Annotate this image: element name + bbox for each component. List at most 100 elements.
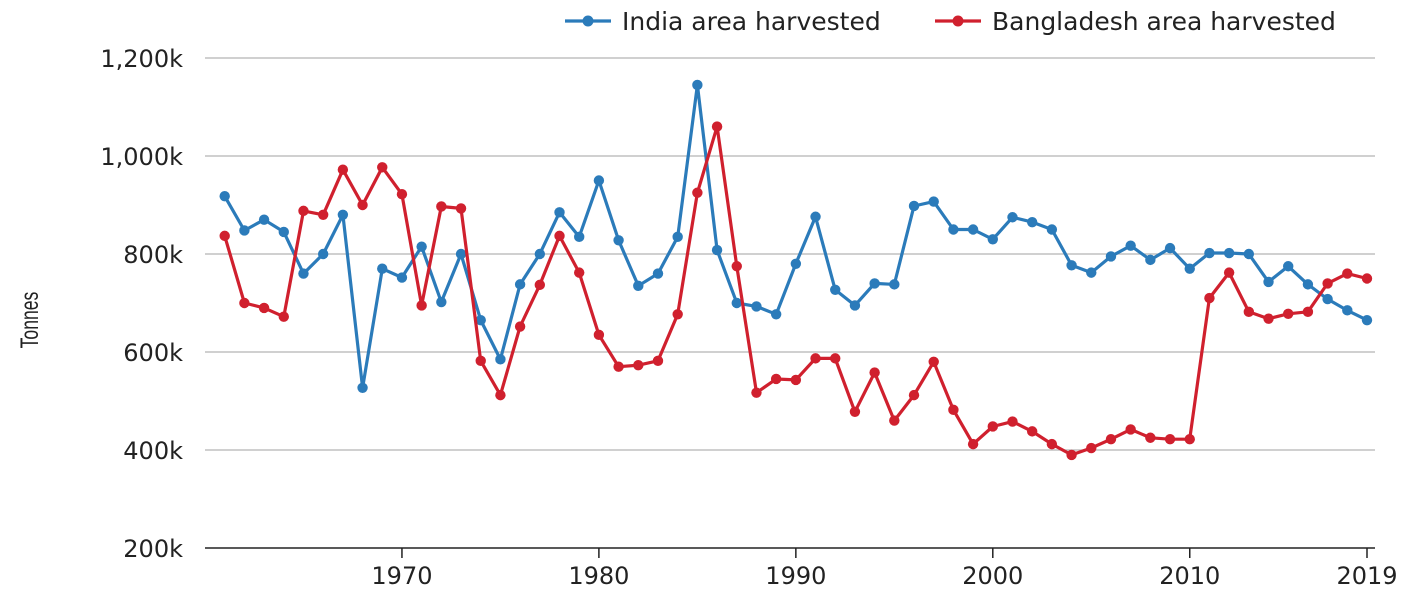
y-tick-label: 1,000k xyxy=(100,143,183,171)
data-point xyxy=(889,279,900,290)
data-point xyxy=(711,121,723,132)
data-point xyxy=(239,225,250,236)
data-point xyxy=(554,230,565,242)
data-point xyxy=(337,164,349,175)
data-point xyxy=(337,209,349,220)
x-tick-label: 2000 xyxy=(962,562,1023,590)
data-point xyxy=(830,353,841,364)
data-point xyxy=(455,203,467,214)
data-point xyxy=(514,321,526,332)
data-point xyxy=(731,297,742,309)
data-point xyxy=(1361,314,1373,326)
data-point xyxy=(396,189,408,200)
data-point xyxy=(357,382,368,393)
data-point xyxy=(1164,242,1176,254)
data-point xyxy=(416,300,427,311)
data-point xyxy=(534,248,546,260)
data-point xyxy=(987,421,998,432)
data-point xyxy=(1283,261,1294,272)
data-point xyxy=(1066,260,1077,271)
data-point xyxy=(613,235,624,246)
data-point xyxy=(1066,449,1077,461)
data-point xyxy=(1007,416,1018,427)
series-india xyxy=(219,79,1373,393)
data-point xyxy=(258,214,270,225)
data-point xyxy=(574,267,585,278)
data-point xyxy=(1026,216,1038,228)
data-point xyxy=(948,224,959,235)
y-tick-label: 1,200k xyxy=(100,45,183,73)
data-point xyxy=(1105,251,1117,262)
data-point xyxy=(1302,306,1314,318)
data-point xyxy=(672,231,683,243)
legend-label: India area harvested xyxy=(622,7,881,36)
data-point xyxy=(1342,305,1353,316)
data-point xyxy=(1125,424,1136,435)
data-point xyxy=(908,389,920,401)
data-point xyxy=(967,224,979,235)
x-tick-label: 1970 xyxy=(371,562,432,590)
series-line xyxy=(223,83,1368,390)
data-point xyxy=(1184,434,1195,445)
data-point xyxy=(416,241,427,252)
data-point xyxy=(1322,278,1333,289)
legend-item: Bangladesh area harvested xyxy=(935,7,1336,36)
y-tick-label: 600k xyxy=(123,339,183,367)
data-point xyxy=(889,415,900,426)
data-point xyxy=(1322,293,1333,305)
legend-swatch-marker xyxy=(582,15,594,27)
y-axis-label: Tonnes xyxy=(15,292,44,349)
data-point xyxy=(298,268,309,279)
data-point xyxy=(317,248,329,260)
data-point xyxy=(1204,292,1215,304)
data-point xyxy=(613,361,624,372)
data-point xyxy=(239,297,250,309)
legend: India area harvested Bangladesh area harv… xyxy=(565,7,1336,36)
data-point xyxy=(1223,267,1235,278)
series-bangladesh xyxy=(219,121,1373,461)
data-point xyxy=(574,231,585,243)
data-point xyxy=(1026,426,1038,437)
y-tick-label: 800k xyxy=(123,241,183,269)
data-point xyxy=(1204,247,1215,259)
data-point xyxy=(751,387,762,398)
x-tick-label: 1990 xyxy=(765,562,826,590)
data-point xyxy=(1105,434,1117,445)
data-point xyxy=(1263,313,1274,324)
data-point xyxy=(396,272,408,283)
data-point xyxy=(810,211,821,222)
data-point xyxy=(1086,442,1097,454)
data-point xyxy=(495,389,506,401)
data-point xyxy=(908,200,920,212)
data-point xyxy=(1086,267,1097,278)
data-point xyxy=(1145,254,1156,266)
data-point xyxy=(1046,438,1058,450)
data-point xyxy=(928,356,939,367)
data-point xyxy=(455,248,467,260)
data-point xyxy=(1046,224,1058,235)
gridlines xyxy=(205,57,1375,451)
data-point xyxy=(1164,434,1176,445)
data-point xyxy=(554,207,565,218)
data-point xyxy=(692,79,703,91)
series-layer xyxy=(219,79,1373,461)
data-point xyxy=(869,278,880,289)
data-point xyxy=(849,300,861,311)
data-point xyxy=(672,309,683,320)
data-point xyxy=(495,354,506,365)
data-point xyxy=(219,190,230,202)
data-point xyxy=(652,268,664,279)
legend-item: India area harvested xyxy=(565,7,881,36)
data-point xyxy=(987,234,998,245)
data-point xyxy=(534,279,546,291)
data-point xyxy=(298,205,309,217)
data-point xyxy=(830,284,841,295)
data-point xyxy=(751,301,762,312)
data-point xyxy=(948,404,959,416)
data-point xyxy=(1184,263,1195,274)
data-point xyxy=(692,187,703,198)
data-point xyxy=(475,314,486,326)
data-point xyxy=(1302,279,1314,290)
y-axis-ticks: 200k 400k 600k 800k 1,000k 1,200k xyxy=(100,45,183,563)
